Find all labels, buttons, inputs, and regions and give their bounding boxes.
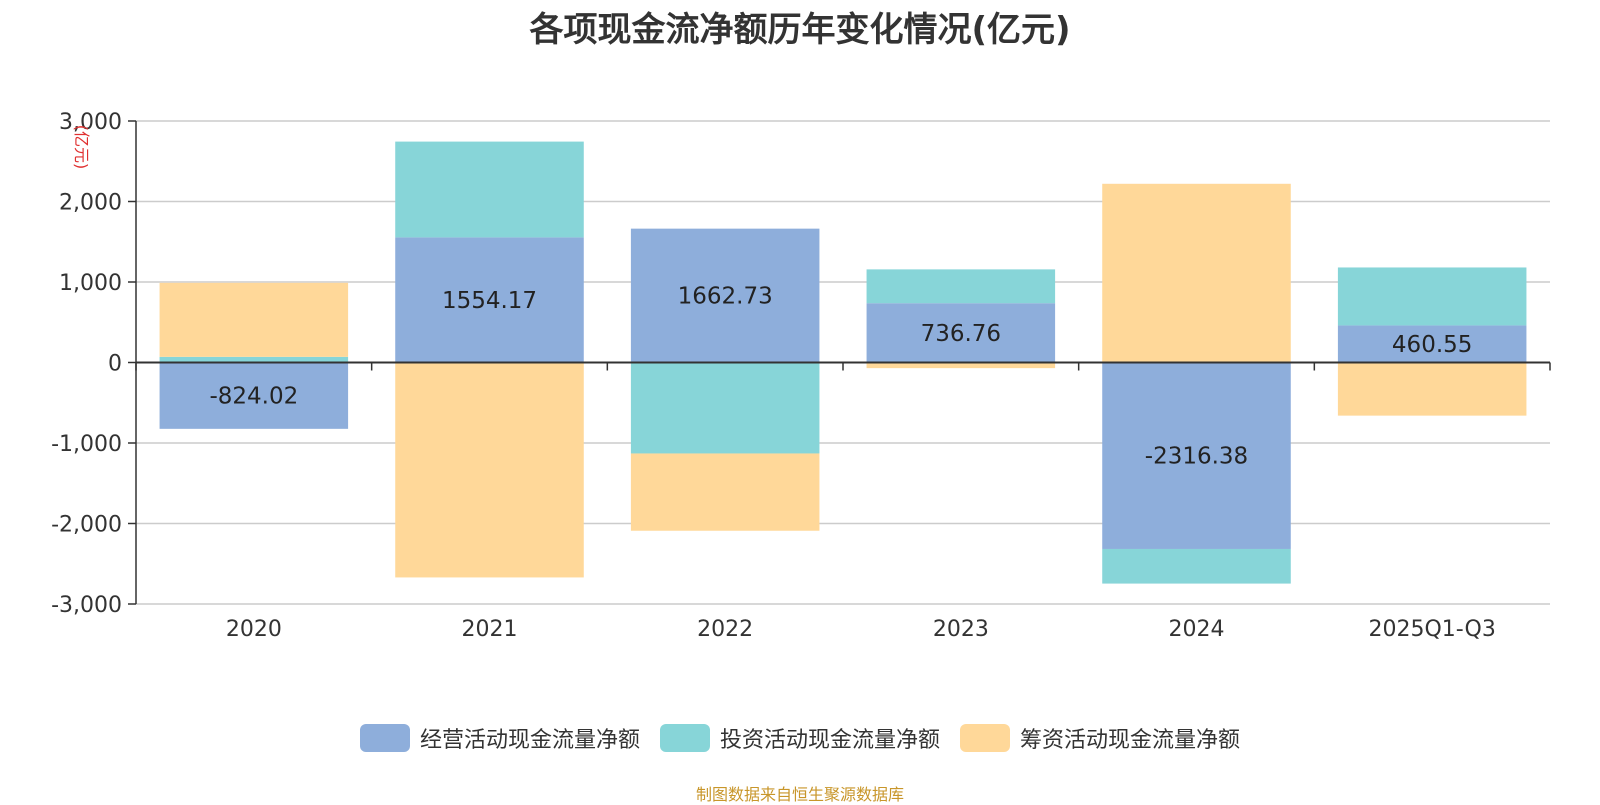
- data-label: -2316.38: [1145, 444, 1248, 470]
- source-footer: 制图数据来自恒生聚源数据库: [695, 785, 904, 804]
- bar-1-5: [1337, 267, 1527, 326]
- y-tick-label: -2,000: [51, 513, 122, 538]
- bar-1-0: [159, 356, 349, 363]
- y-axis-label: (亿元): [72, 125, 91, 170]
- legend-swatch-financing: [960, 724, 1010, 752]
- data-label: 1554.17: [442, 288, 537, 314]
- bar-2-2: [630, 453, 820, 531]
- chart-title: 各项现金流净额历年变化情况(亿元): [529, 10, 1071, 50]
- x-tick-label: 2023: [933, 617, 989, 642]
- bar-0-3: [866, 303, 1056, 363]
- bar-0-2: [630, 228, 820, 363]
- y-tick-label: 2,000: [59, 191, 122, 216]
- bar-1-2: [630, 362, 820, 454]
- data-label: 1662.73: [678, 284, 773, 310]
- y-tick-label: -3,000: [51, 593, 122, 618]
- legend: 经营活动现金流量净额 投资活动现金流量净额 筹资活动现金流量净额: [0, 722, 1600, 754]
- bar-2-0: [159, 282, 349, 357]
- data-label: -824.02: [209, 384, 298, 410]
- bar-0-0: [159, 362, 349, 429]
- legend-swatch-operating: [359, 724, 410, 752]
- bar-2-4: [1102, 183, 1291, 363]
- legend-label-investing: 投资活动现金流量净额: [719, 728, 940, 753]
- bar-1-1: [395, 141, 584, 238]
- bar-2-3: [866, 362, 1056, 369]
- data-label: 460.55: [1392, 332, 1472, 358]
- legend-item-financing[interactable]: 筹资活动现金流量净额: [960, 722, 1240, 754]
- bar-1-3: [866, 269, 1056, 304]
- bar-2-5: [1337, 362, 1527, 416]
- x-tick-label: 2025Q1-Q3: [1368, 617, 1495, 642]
- x-tick-label: 2022: [697, 617, 753, 642]
- legend-swatch-investing: [659, 724, 710, 752]
- legend-item-operating[interactable]: 经营活动现金流量净额: [359, 722, 640, 754]
- legend-label-financing: 筹资活动现金流量净额: [1020, 728, 1241, 753]
- bar-0-4: [1102, 362, 1291, 549]
- legend-label-operating: 经营活动现金流量净额: [419, 728, 640, 753]
- y-tick-label: 0: [108, 352, 122, 377]
- y-tick-label: 3,000: [59, 110, 122, 135]
- x-tick-label: 2024: [1169, 617, 1225, 642]
- bar-0-5: [1337, 325, 1527, 363]
- bar-0-1: [395, 237, 584, 363]
- y-tick-label: 1,000: [59, 271, 122, 296]
- bar-2-1: [395, 362, 584, 578]
- x-tick-label: 2020: [226, 617, 282, 642]
- y-tick-label: -1,000: [51, 432, 122, 457]
- bar-1-4: [1102, 548, 1291, 584]
- chart-area: 3,000 2,000 1,000 0 -1,000 -2,000 -3,000 (亿元) -8…: [51, 110, 1551, 642]
- x-tick-label: 2021: [462, 617, 518, 642]
- legend-item-investing[interactable]: 投资活动现金流量净额: [659, 722, 940, 754]
- data-label: 736.76: [921, 321, 1001, 347]
